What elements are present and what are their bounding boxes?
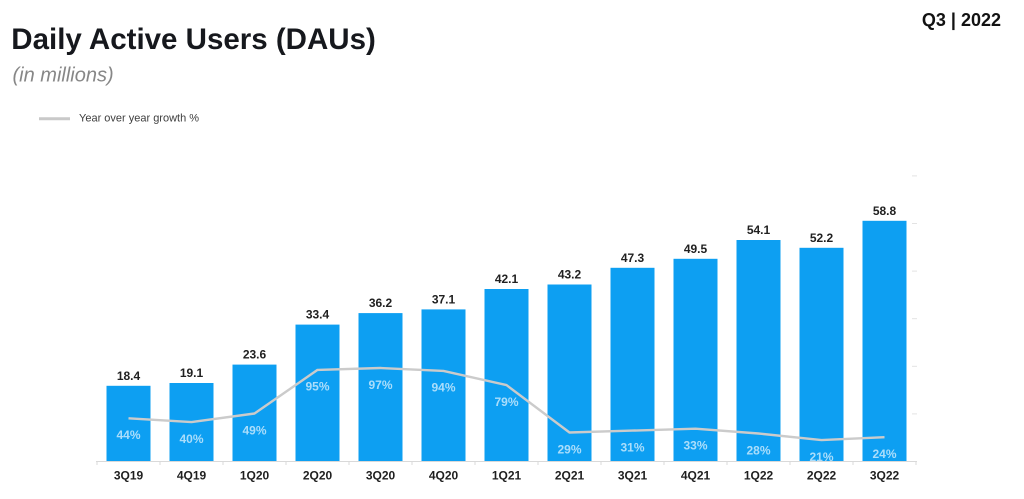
svg-text:33.4: 33.4 (306, 308, 330, 322)
svg-text:3Q22: 3Q22 (870, 469, 900, 483)
svg-text:52.2: 52.2 (810, 231, 834, 245)
svg-text:40%: 40% (179, 432, 203, 446)
svg-text:42.1: 42.1 (495, 272, 519, 286)
svg-text:36.2: 36.2 (369, 296, 393, 310)
svg-text:2Q21: 2Q21 (555, 469, 585, 483)
svg-text:4Q21: 4Q21 (681, 469, 711, 483)
svg-text:3Q19: 3Q19 (114, 469, 144, 483)
svg-text:97%: 97% (368, 378, 392, 392)
svg-text:43.2: 43.2 (558, 268, 582, 282)
svg-text:47.3: 47.3 (621, 251, 645, 265)
svg-text:3Q21: 3Q21 (618, 469, 648, 483)
svg-text:49.5: 49.5 (684, 242, 708, 256)
svg-text:3Q20: 3Q20 (366, 469, 396, 483)
svg-text:2Q22: 2Q22 (807, 469, 837, 483)
svg-text:19.1: 19.1 (180, 366, 204, 380)
svg-text:Year over year growth %: Year over year growth % (79, 113, 199, 125)
svg-text:79%: 79% (494, 395, 518, 409)
svg-text:31%: 31% (620, 440, 644, 454)
svg-text:2Q20: 2Q20 (303, 469, 333, 483)
svg-text:49%: 49% (242, 423, 266, 437)
svg-text:95%: 95% (305, 380, 329, 394)
svg-text:28%: 28% (746, 443, 770, 457)
svg-text:1Q21: 1Q21 (492, 469, 522, 483)
svg-text:21%: 21% (809, 450, 833, 464)
svg-text:Q3 | 2022: Q3 | 2022 (922, 10, 1001, 30)
svg-text:23.6: 23.6 (243, 348, 267, 362)
svg-text:37.1: 37.1 (432, 292, 456, 306)
svg-text:4Q19: 4Q19 (177, 469, 207, 483)
svg-text:1Q22: 1Q22 (744, 469, 774, 483)
svg-text:94%: 94% (431, 381, 455, 395)
svg-text:58.8: 58.8 (873, 204, 897, 218)
svg-text:1Q20: 1Q20 (240, 469, 270, 483)
svg-text:29%: 29% (557, 442, 581, 456)
svg-text:Daily Active Users (DAUs): Daily Active Users (DAUs) (11, 23, 376, 56)
svg-text:24%: 24% (872, 447, 896, 461)
svg-text:4Q20: 4Q20 (429, 469, 459, 483)
svg-text:54.1: 54.1 (747, 223, 771, 237)
svg-text:33%: 33% (683, 439, 707, 453)
svg-text:(in millions): (in millions) (13, 64, 114, 86)
svg-text:44%: 44% (116, 428, 140, 442)
svg-text:18.4: 18.4 (117, 369, 141, 383)
